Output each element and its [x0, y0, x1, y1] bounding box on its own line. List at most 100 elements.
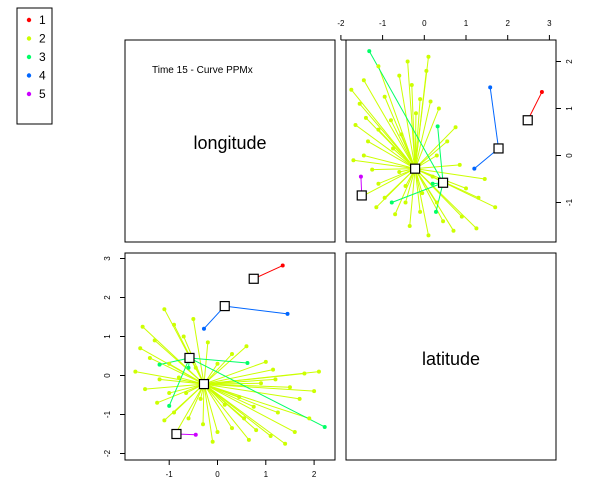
- cluster-2-center: [198, 378, 210, 390]
- cluster-2-link: [414, 168, 429, 236]
- cluster-2-link: [203, 361, 266, 385]
- cluster-2-point: [167, 391, 172, 396]
- cluster-2-point: [441, 219, 446, 224]
- cluster-2-point: [436, 106, 441, 111]
- cluster-2-point: [353, 122, 358, 127]
- right-y-axis: -1 0 1 2: [555, 59, 574, 206]
- cluster-2-link: [367, 140, 416, 170]
- panel-bottom-right: [345, 252, 557, 461]
- cluster-2-point: [312, 389, 317, 394]
- cluster-2-point: [246, 437, 251, 442]
- cluster-2-point: [476, 195, 481, 200]
- cluster-2-link: [394, 168, 416, 215]
- cluster-2-point: [493, 205, 498, 210]
- top-tick-label: 1: [464, 19, 469, 28]
- cluster-2-point: [413, 111, 418, 116]
- cluster-2-point: [157, 377, 162, 382]
- cluster-2-link: [203, 383, 250, 441]
- cluster-3-point: [367, 49, 372, 54]
- cluster-2-point: [138, 346, 143, 351]
- cluster-2-point: [184, 391, 189, 396]
- cluster-2-link: [139, 347, 205, 385]
- cluster-2-point: [409, 83, 414, 87]
- cluster-2-point: [457, 162, 462, 167]
- cluster-2-link: [414, 141, 448, 170]
- cluster-2-link: [145, 383, 205, 390]
- cluster-2-point: [297, 396, 302, 401]
- cluster-4-center: [219, 300, 230, 312]
- cluster-4-point: [285, 311, 290, 316]
- cluster-2-point: [426, 233, 431, 238]
- cluster-2-link: [203, 383, 290, 388]
- bottom-tick-label: 1: [264, 470, 269, 479]
- cluster-2-point: [420, 191, 425, 196]
- cluster-2-point: [237, 394, 242, 399]
- legend-box: [16, 7, 53, 125]
- plot-latitude-vs-longitude: [349, 49, 544, 238]
- cluster-2-point: [424, 68, 429, 73]
- cluster-3-center: [184, 352, 195, 364]
- cluster-2-point: [434, 200, 439, 205]
- cluster-2-point: [302, 371, 307, 376]
- cluster-2-point: [155, 400, 160, 405]
- cluster-2-link: [203, 383, 300, 400]
- top-tick-label: -1: [379, 19, 387, 28]
- bottom-tick-label: -1: [166, 470, 174, 479]
- cluster-2-link: [375, 168, 416, 208]
- cluster-2-point: [357, 101, 362, 106]
- cluster-2-link: [192, 318, 205, 385]
- cluster-2-point: [430, 174, 435, 179]
- cluster-2-point: [271, 367, 276, 372]
- cluster-2-link: [414, 168, 463, 217]
- cluster-2-link: [203, 383, 315, 392]
- cluster-2-point: [426, 54, 431, 59]
- cluster-2-point: [215, 430, 220, 435]
- right-tick-label: 1: [565, 106, 574, 111]
- cluster-2-point: [273, 377, 278, 382]
- cluster-2-link: [377, 66, 416, 169]
- cluster-2-link: [414, 56, 429, 169]
- top-tick-label: -2: [337, 19, 345, 28]
- bottom-x-axis: -1 0 1 2: [166, 459, 317, 479]
- cluster-3-link: [391, 182, 444, 203]
- cluster-3-point: [245, 361, 250, 366]
- cluster-2-point: [193, 365, 198, 370]
- cluster-4-link: [489, 87, 500, 149]
- legend-marker-5: [26, 91, 32, 97]
- cluster-2-link: [355, 124, 416, 170]
- cluster-3-point: [430, 181, 435, 186]
- cluster-2-link: [372, 168, 416, 171]
- cluster-2-link: [135, 371, 205, 385]
- cluster-3-link: [189, 357, 248, 364]
- bottom-tick-label: 2: [312, 470, 317, 479]
- cluster-3-point: [157, 362, 162, 367]
- cluster-2-point: [229, 426, 234, 431]
- cluster-2-point: [176, 375, 181, 380]
- legend-marker-2: [26, 36, 32, 41]
- cluster-2-point: [370, 167, 375, 172]
- cluster-2-point: [191, 316, 196, 321]
- cluster-2-point: [363, 115, 368, 120]
- cluster-2-point: [451, 228, 456, 233]
- cluster-2-point: [407, 224, 412, 228]
- cluster-3-point: [435, 124, 440, 129]
- cluster-2-link: [203, 345, 247, 385]
- cluster-3-point: [186, 365, 191, 370]
- cluster-2-link: [414, 113, 417, 169]
- cluster-2-point: [205, 340, 210, 345]
- cluster-2-link: [159, 378, 205, 385]
- cluster-2-link: [203, 369, 274, 385]
- cluster-2-point: [210, 439, 215, 444]
- plot-longitude-vs-latitude: [133, 263, 327, 446]
- left-tick-label: 2: [103, 295, 112, 300]
- cluster-2-point: [405, 59, 410, 64]
- cluster-3-link: [168, 357, 190, 407]
- cluster-2-point: [283, 441, 288, 446]
- cluster-3-point: [389, 200, 394, 205]
- cluster-3-point: [322, 424, 327, 429]
- cluster-2-link: [203, 383, 233, 429]
- cluster-2-point: [391, 146, 396, 151]
- cluster-2-point: [403, 200, 408, 205]
- legend-marker-4: [26, 73, 32, 78]
- cluster-2-point: [376, 181, 381, 186]
